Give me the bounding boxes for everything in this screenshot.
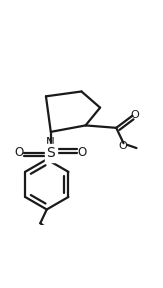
Text: O: O [78, 146, 87, 159]
Text: O: O [118, 141, 127, 151]
Text: O: O [130, 110, 139, 120]
Text: O: O [15, 146, 24, 159]
Text: N: N [46, 136, 54, 149]
Text: S: S [46, 146, 55, 160]
